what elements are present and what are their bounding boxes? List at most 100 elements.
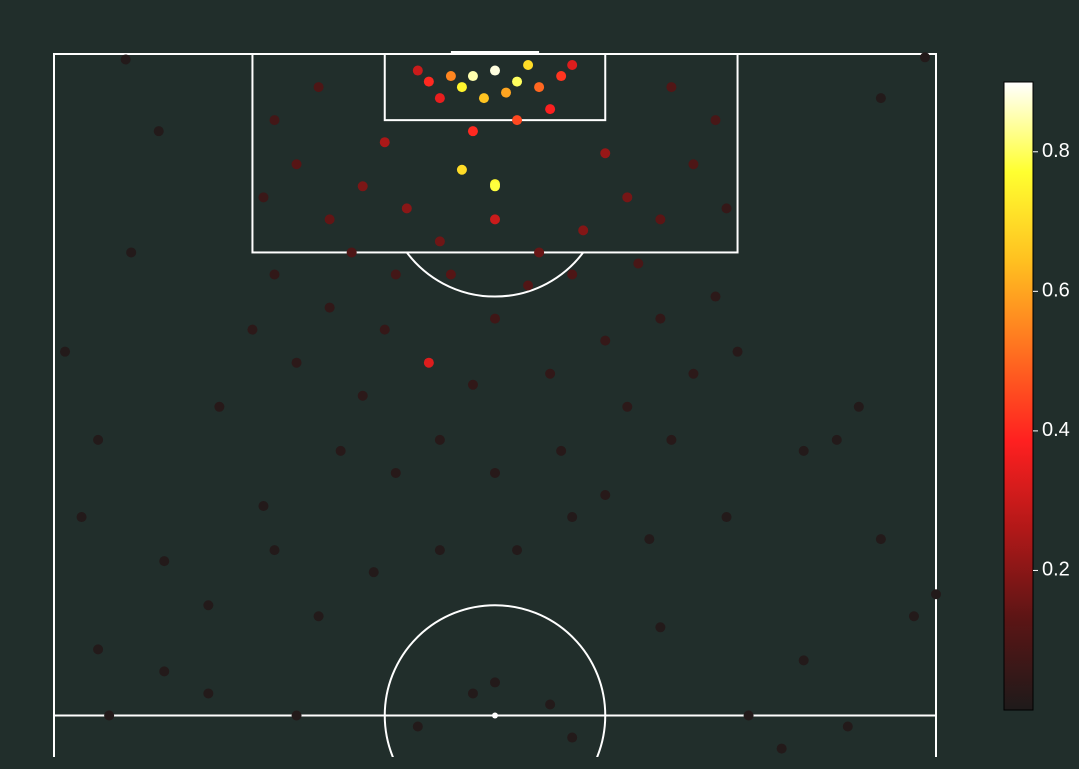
shot xyxy=(126,247,137,258)
shot xyxy=(60,346,71,357)
colorbar-tick-label: 0.2 xyxy=(1042,559,1070,581)
shot xyxy=(842,721,853,732)
shot xyxy=(258,501,269,512)
center-circle xyxy=(383,604,607,757)
shot xyxy=(545,368,556,379)
shot xyxy=(644,534,655,545)
shot xyxy=(732,346,743,357)
shot xyxy=(390,269,401,280)
shot xyxy=(556,445,567,456)
shot xyxy=(434,545,445,556)
colorbar-tick-label: 0.8 xyxy=(1042,140,1070,162)
shot xyxy=(368,567,379,578)
shot xyxy=(467,688,478,699)
shot xyxy=(567,512,578,523)
shot xyxy=(357,390,368,401)
shot xyxy=(291,357,302,368)
shot xyxy=(655,622,666,633)
shot xyxy=(214,401,225,412)
shot xyxy=(545,699,556,710)
shot xyxy=(688,159,699,170)
colorbar-gradient xyxy=(1003,81,1034,711)
shot xyxy=(324,214,335,225)
shot xyxy=(875,93,886,104)
shot xyxy=(919,52,930,63)
shot xyxy=(390,467,401,478)
shot xyxy=(478,93,489,104)
shot xyxy=(313,611,324,622)
shot xyxy=(798,655,809,666)
shot xyxy=(269,269,280,280)
shot xyxy=(931,589,941,600)
shot xyxy=(556,71,567,82)
shot xyxy=(467,379,478,390)
shot xyxy=(633,258,644,269)
shot xyxy=(545,104,556,115)
shot xyxy=(666,82,677,93)
shot xyxy=(291,710,302,721)
shot xyxy=(490,467,500,478)
shot xyxy=(710,291,721,302)
shot xyxy=(153,126,164,137)
shot xyxy=(401,203,412,214)
shot xyxy=(743,710,754,721)
shot xyxy=(445,71,456,82)
shot xyxy=(688,368,699,379)
shot xyxy=(831,434,842,445)
shot xyxy=(203,688,214,699)
shot xyxy=(523,60,534,71)
colorbar-tick-label: 0.4 xyxy=(1042,419,1070,441)
shot xyxy=(710,115,721,126)
shot xyxy=(467,71,478,82)
shot xyxy=(247,324,258,335)
shot xyxy=(324,302,335,313)
shot xyxy=(490,313,500,324)
shot xyxy=(269,115,280,126)
shot xyxy=(379,137,390,148)
shot xyxy=(490,677,500,688)
shot xyxy=(776,743,787,754)
shot xyxy=(512,76,523,87)
shot xyxy=(655,313,666,324)
shot xyxy=(467,126,478,137)
shot xyxy=(578,225,589,236)
shot xyxy=(357,181,368,192)
shot xyxy=(291,159,302,170)
shot xyxy=(655,214,666,225)
shot xyxy=(423,76,434,87)
shot xyxy=(512,545,523,556)
shot xyxy=(335,445,346,456)
shot xyxy=(346,247,357,258)
shot xyxy=(93,644,104,655)
shot xyxy=(666,434,677,445)
shot xyxy=(721,512,732,523)
shot xyxy=(853,401,864,412)
shot xyxy=(567,732,578,743)
shot xyxy=(76,512,87,523)
shot xyxy=(600,490,611,500)
colorbar-tick-label: 0.6 xyxy=(1042,280,1070,302)
center-spot xyxy=(492,712,498,719)
shot xyxy=(534,247,545,258)
shot xyxy=(93,434,104,445)
shot xyxy=(434,236,445,247)
shot xyxy=(523,280,534,291)
shot xyxy=(798,445,809,456)
shot xyxy=(490,65,500,76)
shot xyxy=(445,269,456,280)
shot xyxy=(423,357,434,368)
shot xyxy=(456,164,467,175)
shot xyxy=(313,82,324,93)
shot xyxy=(600,335,611,346)
shot xyxy=(379,324,390,335)
shot xyxy=(434,93,445,104)
shot xyxy=(490,181,500,192)
shots xyxy=(60,52,941,754)
shot xyxy=(908,611,919,622)
pitch xyxy=(53,51,937,757)
shot xyxy=(203,600,214,611)
penalty-arc xyxy=(406,251,584,298)
shot xyxy=(622,401,633,412)
shot xyxy=(412,721,423,732)
